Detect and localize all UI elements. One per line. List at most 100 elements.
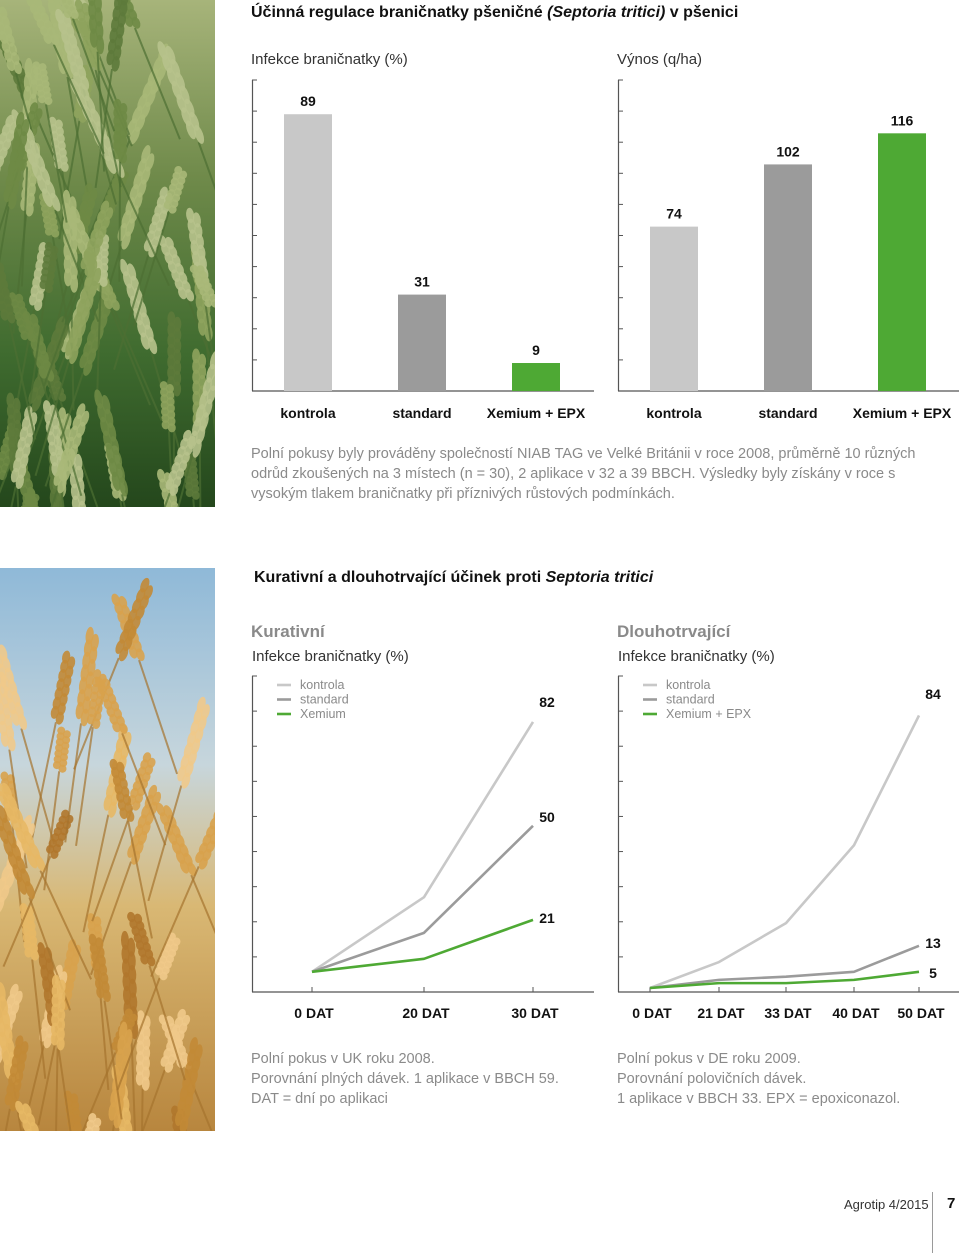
bar-value-label: 9: [532, 342, 540, 358]
bar-value-label: 116: [891, 112, 914, 128]
series-line-3: [311, 918, 534, 974]
category-label: kontrola: [280, 405, 335, 421]
wheat-ear: [70, 78, 170, 287]
bar-2: [764, 164, 812, 391]
wheat-ear: [17, 403, 90, 507]
bottom-title: Kurativní a dlouhotrvající účinek proti …: [254, 569, 654, 586]
legend-label: Xemium + EPX: [666, 707, 752, 721]
category-label: Xemium + EPX: [853, 405, 952, 421]
wheat-ear: [155, 802, 215, 987]
left-caption-line-2: Porovnání plných dávek. 1 aplikace v BBC…: [251, 1071, 559, 1087]
wheat-ear: [150, 808, 215, 977]
x-tick-label: 30 DAT: [511, 1005, 559, 1021]
x-tick-label: 20 DAT: [402, 1005, 450, 1021]
left-caption-line-3: DAT = dní po aplikaci: [251, 1091, 388, 1107]
legend-label: standard: [300, 693, 349, 707]
footer-magazine: Agrotip 4/2015: [844, 1197, 929, 1212]
right-caption-line-1: Polní pokus v DE roku 2009.: [617, 1051, 801, 1067]
x-tick-label: 40 DAT: [832, 1005, 880, 1021]
bar-value-label: 31: [414, 274, 430, 290]
wheat-golden-photo: [0, 568, 215, 1131]
legend-label: standard: [666, 693, 715, 707]
category-label: Xemium + EPX: [487, 405, 586, 421]
bar-2: [398, 294, 446, 391]
wheat-ear: [43, 200, 114, 387]
wheat-ear: [189, 264, 215, 419]
wheat-ear: [64, 626, 99, 843]
wheat-ear: [19, 488, 40, 507]
series-line-1: [649, 714, 921, 990]
wheat-ear: [81, 43, 172, 252]
wheat-ear: [157, 41, 215, 256]
wheat-ear: [157, 234, 215, 413]
legend-label: Xemium: [300, 707, 346, 721]
wheat-ear: [87, 0, 106, 172]
wheat-ear: [94, 0, 129, 189]
wheat-ear: [75, 669, 107, 847]
bar-chart-1-ylabel: Infekce braničnatky (%): [251, 51, 408, 68]
wheat-ear: [109, 758, 153, 939]
bar-chart-infection: 89 kontrola 31 standard 9 Xemium + EPX: [251, 79, 595, 425]
series-line-2: [311, 824, 534, 974]
series-line-3: [649, 970, 920, 990]
wheat-ear: [94, 389, 148, 507]
left-caption: Polní pokus v UK roku 2008. Porovnání pl…: [251, 1049, 591, 1109]
left-caption-line-1: Polní pokus v UK roku 2008.: [251, 1051, 435, 1067]
legend-label: kontrola: [300, 678, 345, 692]
wheat-ear: [120, 930, 139, 1131]
end-value-label: 21: [539, 910, 555, 926]
end-value-label: 82: [539, 694, 555, 710]
top-caption: Polní pokusy byly prováděny společností …: [251, 446, 916, 502]
wheat-ear: [111, 593, 179, 775]
right-caption-line-2: Porovnání polovičních dávek.: [617, 1071, 807, 1087]
page-number: 7: [947, 1195, 956, 1212]
end-value-label: 50: [539, 809, 555, 825]
bar-value-label: 102: [776, 143, 800, 159]
wheat-ear: [88, 933, 123, 1120]
wheat-ear: [0, 111, 30, 325]
bar-1: [284, 114, 332, 392]
wheat-ear: [135, 1010, 151, 1131]
series-line-2: [649, 944, 920, 990]
wheat-ear: [27, 241, 59, 411]
left-section-label: Kurativní: [251, 622, 325, 641]
bar-value-label: 74: [666, 206, 682, 222]
wheat-ear: [119, 258, 186, 469]
x-tick-label: 0 DAT: [294, 1005, 334, 1021]
right-section-label: Dlouhotrvající: [617, 622, 731, 641]
wheat-ear: [15, 1100, 39, 1131]
wheat-ear: [43, 726, 71, 891]
axes: [251, 675, 594, 993]
wheat-ear: [122, 1008, 191, 1131]
x-tick-label: 0 DAT: [632, 1005, 672, 1021]
wheat-ear: [132, 166, 188, 327]
x-tick-label: 33 DAT: [764, 1005, 812, 1021]
wheat-ear: [50, 974, 66, 1131]
category-label: kontrola: [646, 405, 701, 421]
bar-chart-2-ylabel: Výnos (q/ha): [617, 51, 703, 68]
line-chart-curative: 82 50 21 0 DAT 20 DAT 30 DAT kontrola standard X…: [251, 675, 595, 1026]
wheat-ear: [0, 114, 19, 177]
wheat-ear: [127, 911, 186, 1081]
category-label: standard: [392, 405, 451, 421]
right-caption: Polní pokus v DE roku 2009. Porovnání po…: [617, 1049, 957, 1109]
wheat-ear: [84, 1112, 102, 1131]
wheat-ear: [147, 696, 210, 902]
bar-3: [878, 133, 926, 392]
wheat-green-photo: [0, 0, 215, 507]
wheat-ear: [26, 0, 105, 155]
wheat-ear: [59, 0, 116, 132]
wheat-ear: [0, 644, 56, 845]
wheat-ear: [34, 259, 102, 477]
end-value-label: 84: [925, 686, 941, 702]
wheat-ear: [155, 1037, 203, 1131]
wheat-ear: [32, 61, 68, 223]
x-tick-label: 50 DAT: [897, 1005, 945, 1021]
wheat-ear: [0, 779, 92, 980]
footer-divider: [932, 1192, 933, 1253]
wheat-ear: [160, 350, 215, 507]
top-title: Účinná regulace braničnatky pšeničné (Se…: [251, 4, 739, 21]
right-caption-line-3: 1 aplikace v BBCH 33. EPX = epoxiconazol…: [617, 1091, 901, 1107]
